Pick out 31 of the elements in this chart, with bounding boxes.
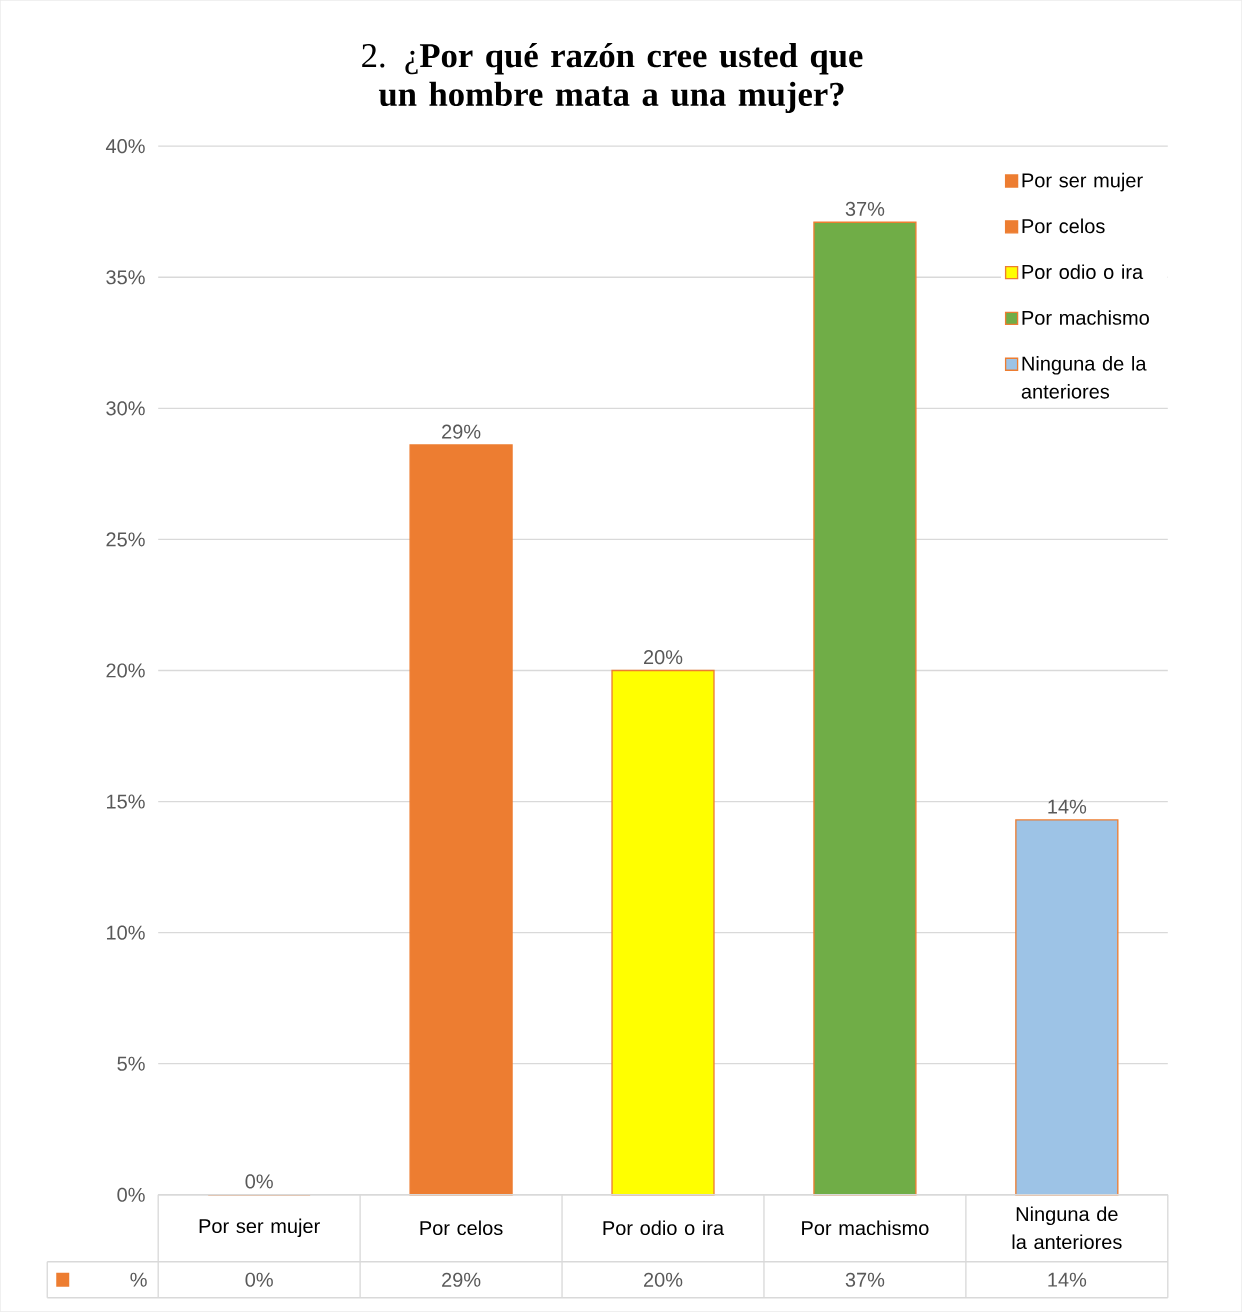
legend-label: Por celos	[1022, 218, 1105, 234]
y-tick-label: 35%	[106, 270, 145, 285]
y-tick-label: 40%	[105, 139, 145, 154]
x-tick-label: Por celos	[420, 1220, 503, 1236]
legend-label: Por odio o ira	[1022, 264, 1144, 280]
y-tick-label: 0%	[117, 1187, 145, 1202]
text: 0%	[245, 1272, 273, 1287]
x-tick-label: Por machismo	[802, 1220, 929, 1236]
data-label: 14%	[1048, 799, 1087, 814]
y-tick-label: 30%	[106, 401, 145, 416]
text: %	[130, 1272, 147, 1287]
text: 29%	[442, 1272, 481, 1287]
y-tick-label: 15%	[107, 794, 145, 809]
text: 20%	[643, 1272, 683, 1287]
y-tick-label: 20%	[106, 663, 145, 678]
x-tick-label: Por odio o ira	[603, 1220, 725, 1236]
x-tick-label: Ninguna de la anteriores	[1012, 1206, 1122, 1250]
legend-label: Por ser mujer	[1022, 172, 1143, 192]
legend-label: Ninguna de la anteriores	[1021, 356, 1147, 399]
text: 14%	[1048, 1272, 1087, 1287]
y-tick-label: 25%	[106, 532, 145, 547]
text: 37%	[845, 1272, 885, 1287]
x-tick-label: Por ser mujer	[199, 1218, 320, 1238]
chart-title: 2. ¿Por qué razón cree usted que un hombre mata a una mujer?	[362, 42, 863, 114]
data-label: 37%	[845, 201, 885, 216]
data-label: 20%	[643, 650, 683, 665]
y-tick-label: 10%	[107, 925, 145, 940]
data-label: 29%	[442, 424, 481, 439]
data-label: 0%	[245, 1174, 273, 1189]
legend-label: Por machismo	[1022, 310, 1149, 325]
y-tick-label: 5%	[117, 1056, 145, 1071]
